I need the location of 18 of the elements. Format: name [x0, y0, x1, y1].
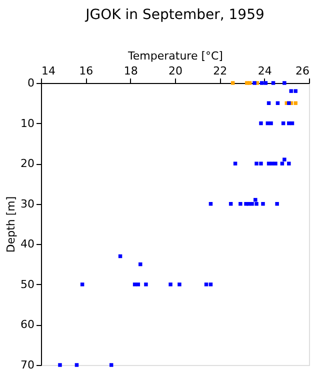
x-tick-label: 14	[42, 64, 56, 78]
x-axis-title: Temperature [°C]	[127, 50, 223, 62]
x-tick-label: 22	[213, 64, 228, 78]
x-tick-label: 20	[168, 64, 182, 78]
x-tick-label: 18	[124, 64, 138, 78]
y-tick-label: 30	[20, 197, 34, 210]
chart-title: JGOK in September, 1959	[84, 7, 264, 23]
x-tick-label: 26	[296, 64, 310, 78]
y-tick-label: 20	[20, 157, 34, 170]
y-axis-title: Depth [m]	[4, 196, 18, 253]
x-tick-label: 16	[79, 64, 94, 78]
y-tick-label: 10	[20, 116, 34, 130]
y-tick-label: 40	[20, 238, 34, 251]
y-tick-label: 70	[20, 358, 34, 372]
x-tick-label: 24	[258, 64, 272, 78]
y-tick-label: 0	[28, 76, 34, 90]
y-tick-label: 60	[20, 318, 34, 332]
y-tick-label: 50	[20, 278, 34, 291]
